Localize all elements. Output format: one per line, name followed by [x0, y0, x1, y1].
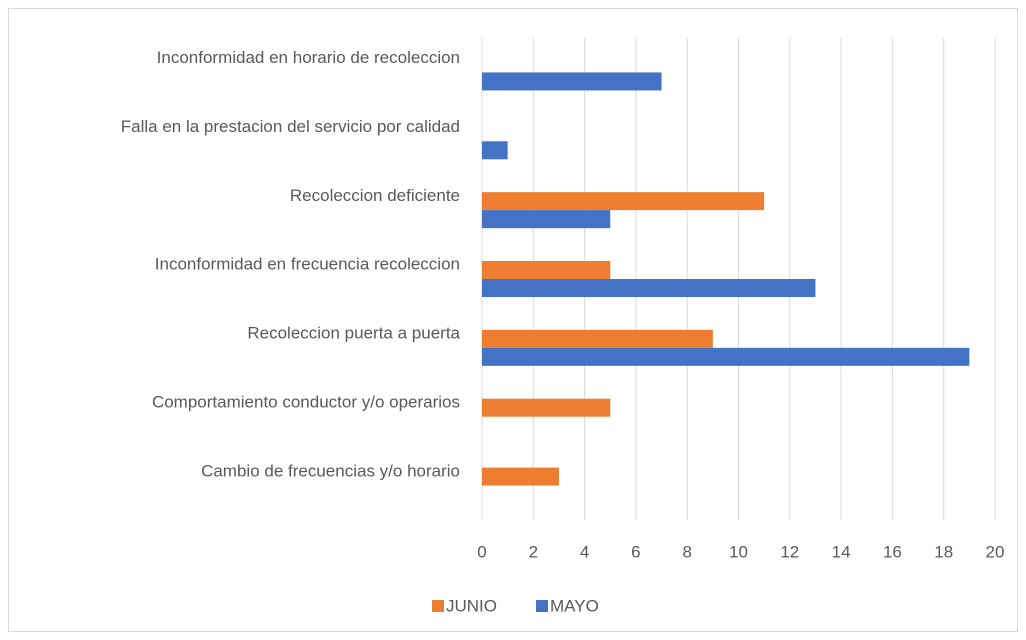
y-tick-label: Recoleccion puerta a puerta [247, 324, 460, 343]
bar [482, 141, 508, 160]
bar [482, 261, 611, 279]
x-tick-label: 2 [529, 542, 538, 561]
bar [482, 467, 559, 486]
legend-label: JUNIO [446, 596, 497, 615]
x-tick-label: 14 [832, 542, 851, 561]
x-tick-label: 18 [934, 542, 953, 561]
x-tick-label: 16 [883, 542, 902, 561]
bar [482, 329, 713, 348]
y-tick-label: Inconformidad en horario de recoleccion [157, 48, 460, 67]
x-tick-label: 4 [580, 542, 589, 561]
y-tick-label: Comportamiento conductor y/o operarios [152, 392, 460, 411]
legend-swatch [432, 600, 444, 612]
x-tick-label: 0 [477, 542, 486, 561]
bar [482, 398, 611, 417]
chart-frame [8, 8, 1018, 632]
bar [482, 72, 662, 91]
x-tick-label: 20 [986, 542, 1005, 561]
legend-swatch [536, 600, 548, 612]
bar [482, 192, 765, 211]
legend-label: MAYO [550, 596, 599, 615]
bar [482, 279, 816, 297]
x-tick-label: 8 [682, 542, 691, 561]
y-tick-label: Cambio de frecuencias y/o horario [201, 461, 460, 480]
y-tick-label: Recoleccion deficiente [290, 186, 460, 205]
bar [482, 210, 611, 229]
bar [482, 347, 970, 366]
x-tick-label: 10 [729, 542, 748, 561]
y-tick-label: Falla en la prestacion del servicio por … [121, 117, 460, 136]
y-tick-label: Inconformidad en frecuencia recoleccion [155, 255, 460, 274]
x-tick-label: 12 [780, 542, 799, 561]
x-tick-label: 6 [631, 542, 640, 561]
